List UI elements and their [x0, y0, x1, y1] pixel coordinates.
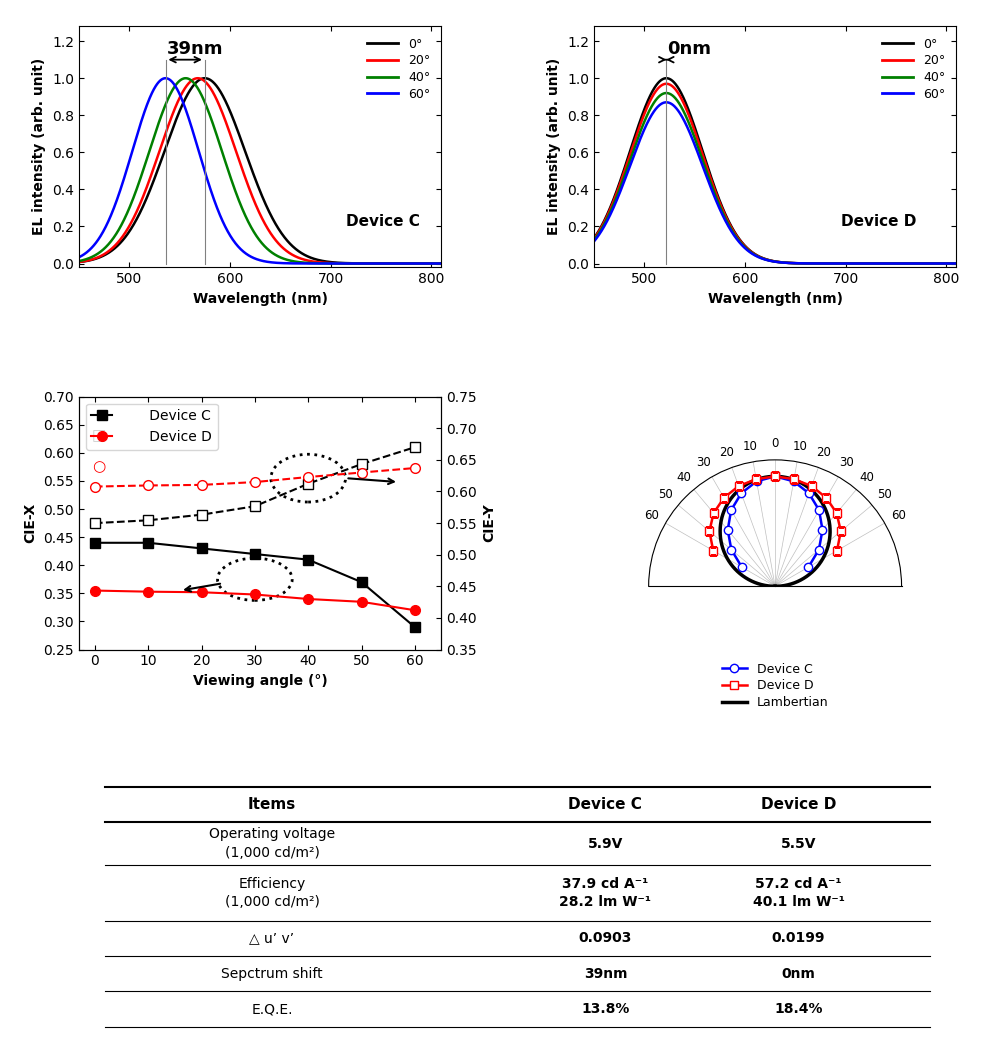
Text: 39nm: 39nm — [167, 40, 224, 58]
Text: 13.8%: 13.8% — [581, 1002, 630, 1016]
Text: 39nm: 39nm — [584, 967, 627, 980]
Text: Device C: Device C — [346, 215, 420, 230]
Text: 57.2 cd A⁻¹
40.1 lm W⁻¹: 57.2 cd A⁻¹ 40.1 lm W⁻¹ — [752, 877, 844, 909]
Text: 0.0199: 0.0199 — [772, 931, 825, 946]
X-axis label: Viewing angle (°): Viewing angle (°) — [193, 674, 327, 688]
Text: □: □ — [92, 429, 106, 443]
Text: Sepctrum shift: Sepctrum shift — [221, 967, 322, 980]
Text: E.Q.E.: E.Q.E. — [251, 1002, 293, 1016]
Legend: Device C, Device D, Lambertian: Device C, Device D, Lambertian — [717, 658, 833, 714]
Legend:       Device C,       Device D: Device C, Device D — [86, 403, 218, 450]
Legend: 0°, 20°, 40°, 60°: 0°, 20°, 40°, 60° — [362, 33, 435, 105]
Y-axis label: CIE-X: CIE-X — [24, 503, 37, 543]
Text: 0nm: 0nm — [782, 967, 815, 980]
Legend: 0°, 20°, 40°, 60°: 0°, 20°, 40°, 60° — [877, 33, 951, 105]
Text: Operating voltage
(1,000 cd/m²): Operating voltage (1,000 cd/m²) — [209, 828, 335, 859]
Text: Efficiency
(1,000 cd/m²): Efficiency (1,000 cd/m²) — [225, 877, 319, 909]
Text: 37.9 cd A⁻¹
28.2 lm W⁻¹: 37.9 cd A⁻¹ 28.2 lm W⁻¹ — [559, 877, 652, 909]
Text: Device C: Device C — [569, 797, 642, 812]
Text: ○: ○ — [93, 459, 106, 474]
Text: Device D: Device D — [761, 797, 836, 812]
Text: Items: Items — [247, 797, 296, 812]
Text: △ u’ v’: △ u’ v’ — [249, 931, 295, 946]
Text: 0nm: 0nm — [668, 40, 712, 58]
Y-axis label: EL intensity (arb. unit): EL intensity (arb. unit) — [547, 58, 561, 236]
Text: 0.0903: 0.0903 — [579, 931, 632, 946]
Text: 5.9V: 5.9V — [588, 836, 623, 851]
Text: Device D: Device D — [841, 215, 916, 230]
X-axis label: Wavelength (nm): Wavelength (nm) — [192, 292, 327, 305]
Y-axis label: CIE-Y: CIE-Y — [483, 503, 497, 542]
Text: 18.4%: 18.4% — [774, 1002, 822, 1016]
Y-axis label: EL intensity (arb. unit): EL intensity (arb. unit) — [33, 58, 46, 236]
Text: 5.5V: 5.5V — [781, 836, 816, 851]
X-axis label: Wavelength (nm): Wavelength (nm) — [708, 292, 843, 305]
